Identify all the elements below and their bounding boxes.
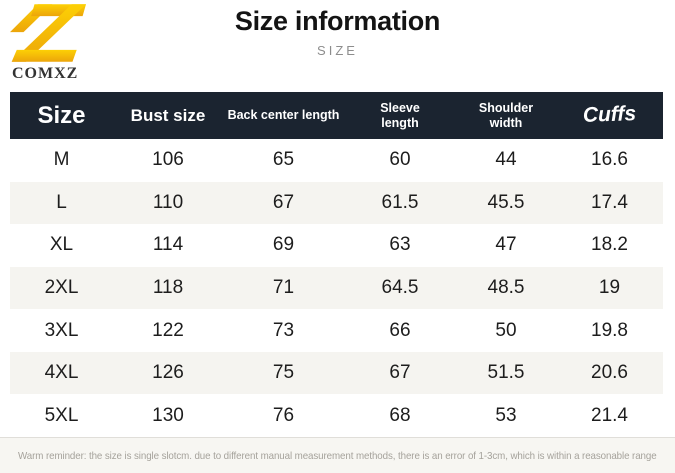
cell-bust: 126 xyxy=(152,362,184,384)
cell-back: 73 xyxy=(272,319,295,341)
header-cell-bust-size: Bust size xyxy=(130,105,206,125)
cell-shoulder: 50 xyxy=(495,319,517,341)
cell-sleeve: 67 xyxy=(389,362,411,384)
cell-sleeve: 68 xyxy=(389,404,411,426)
cell-sleeve: 60 xyxy=(389,149,411,171)
table-row-4xl: 4XL 126 75 67 51.5 20.6 xyxy=(10,351,663,395)
cell-back: 75 xyxy=(272,362,295,384)
table-row-5xl: 5XL 130 76 68 53 21.4 xyxy=(10,394,663,437)
size-table: Size Bust size Back center length Sleeve… xyxy=(10,92,663,437)
cell-sleeve: 63 xyxy=(389,234,411,256)
cell-size: 3XL xyxy=(44,319,79,341)
header-cell-shoulder-width: Shoulder width xyxy=(478,101,534,130)
cell-size: 5XL xyxy=(44,404,79,426)
cell-back: 76 xyxy=(272,404,295,426)
cell-sleeve: 61.5 xyxy=(381,191,419,213)
table-body: M 106 65 60 44 16.6 L 110 67 61.5 45.5 1… xyxy=(10,139,663,437)
cell-shoulder: 45.5 xyxy=(487,191,525,213)
cell-cuffs: 17.4 xyxy=(591,191,628,213)
table-row-3xl: 3XL 122 73 66 50 19.8 xyxy=(10,309,663,352)
cell-shoulder: 48.5 xyxy=(487,276,525,298)
cell-shoulder: 51.5 xyxy=(487,362,525,384)
cell-cuffs: 19 xyxy=(598,276,621,298)
cell-size: 4XL xyxy=(44,362,79,384)
cell-cuffs: 18.2 xyxy=(591,234,628,256)
header-cell-back-center-length: Back center length xyxy=(227,108,340,123)
cell-bust: 130 xyxy=(152,404,184,426)
header-cell-cuffs: Cuffs xyxy=(582,102,637,128)
table-header-row: Size Bust size Back center length Sleeve… xyxy=(10,92,663,139)
page-subtitle: SIZE xyxy=(317,43,358,58)
brand-name: COMXZ xyxy=(12,65,79,82)
page-title: Size information xyxy=(234,6,441,36)
footer-bar: Warm reminder: the size is single slotcm… xyxy=(0,437,675,473)
cell-bust: 114 xyxy=(152,234,184,256)
cell-cuffs: 21.4 xyxy=(591,404,628,426)
cell-cuffs: 16.6 xyxy=(591,149,628,171)
table-row-l: L 110 67 61.5 45.5 17.4 xyxy=(10,181,663,225)
footer-note: Warm reminder: the size is single slotcm… xyxy=(18,449,657,462)
cell-bust: 122 xyxy=(152,319,184,341)
cell-bust: 106 xyxy=(152,149,184,171)
page-header: COMXZ Size information SIZE xyxy=(0,0,675,92)
cell-cuffs: 20.6 xyxy=(591,362,628,384)
header-cell-sleeve-length: Sleeve length xyxy=(380,101,420,130)
cell-size: XL xyxy=(49,234,74,256)
header-cell-size: Size xyxy=(37,101,86,129)
cell-shoulder: 53 xyxy=(495,404,517,426)
cell-cuffs: 19.8 xyxy=(591,319,628,341)
cell-back: 65 xyxy=(272,149,295,171)
cell-size: L xyxy=(56,191,67,213)
cell-back: 71 xyxy=(272,276,295,298)
cell-back: 69 xyxy=(272,234,295,256)
cell-bust: 118 xyxy=(152,276,184,298)
cell-size: 2XL xyxy=(44,276,79,298)
cell-shoulder: 47 xyxy=(495,234,517,256)
table-row-2xl: 2XL 118 71 64.5 48.5 19 xyxy=(10,266,663,310)
cell-shoulder: 44 xyxy=(495,149,517,171)
cell-back: 67 xyxy=(272,191,295,213)
cell-sleeve: 66 xyxy=(389,319,411,341)
title-block: Size information SIZE xyxy=(0,6,675,58)
z-logo-icon xyxy=(10,4,86,62)
cell-bust: 110 xyxy=(152,191,184,213)
cell-sleeve: 64.5 xyxy=(381,276,419,298)
cell-size: M xyxy=(53,149,70,171)
brand-logo: COMXZ xyxy=(10,3,100,83)
table-row-xl: XL 114 69 63 47 18.2 xyxy=(10,224,663,267)
table-row-m: M 106 65 60 44 16.6 xyxy=(10,139,663,182)
